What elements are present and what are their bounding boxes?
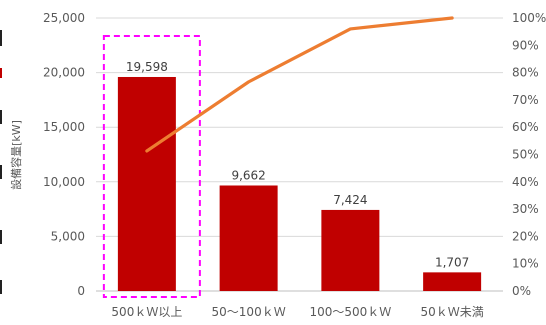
y2-tick-label: 30% — [512, 202, 539, 216]
edge-marker — [0, 30, 2, 46]
edge-marker — [0, 68, 2, 78]
x-axis: 500ｋＷ以上 50～100ｋＷ 100～500ｋＷ 50ｋＷ未満 — [111, 305, 483, 319]
data-label: 7,424 — [333, 193, 367, 207]
bar — [117, 76, 176, 291]
y2-tick-label: 80% — [512, 66, 539, 80]
y-axis-right: 0% 10% 20% 30% 40% 50% 60% 70% 80% 90% 100% — [512, 11, 546, 298]
edge-marker — [0, 280, 2, 294]
x-tick-label: 50ｋＷ未満 — [420, 305, 483, 319]
bar — [423, 272, 482, 291]
highlight-rect — [102, 35, 201, 298]
y2-tick-label: 60% — [512, 120, 539, 134]
y2-tick-label: 10% — [512, 257, 539, 271]
bar — [219, 185, 278, 291]
edge-marker — [0, 110, 2, 124]
y-tick-label: 15,000 — [43, 120, 85, 134]
x-tick-label: 100～500ｋＷ — [309, 305, 391, 319]
data-label: 1,707 — [435, 255, 469, 269]
highlight-box — [102, 35, 201, 298]
y2-tick-label: 40% — [512, 175, 539, 189]
y-axis-left: 0 5,000 10,000 15,000 20,000 25,000 — [43, 11, 85, 298]
x-tick-label: 500ｋＷ以上 — [111, 305, 182, 319]
edge-marker — [0, 230, 2, 244]
data-label: 9,662 — [231, 168, 265, 182]
y-tick-label: 10,000 — [43, 175, 85, 189]
y2-tick-label: 50% — [512, 148, 539, 162]
y2-tick-label: 70% — [512, 93, 539, 107]
data-label: 19,598 — [126, 60, 168, 74]
y2-tick-label: 20% — [512, 229, 539, 243]
y-axis-title: 設備容量[kW] — [9, 120, 23, 190]
y-tick-label: 20,000 — [43, 66, 85, 80]
data-labels: 19,598 9,662 7,424 1,707 — [126, 60, 469, 269]
bar — [321, 209, 380, 291]
y-tick-label: 25,000 — [43, 11, 85, 25]
x-tick-label: 50～100ｋＷ — [212, 305, 286, 319]
edge-marker — [0, 165, 2, 179]
y2-tick-label: 100% — [512, 11, 546, 25]
cumulative-line-path — [145, 16, 454, 153]
y2-tick-label: 0% — [512, 284, 531, 298]
cumulative-line — [145, 16, 454, 153]
y2-tick-label: 90% — [512, 38, 539, 52]
y-tick-label: 0 — [77, 284, 85, 298]
bars — [117, 76, 482, 291]
y-tick-label: 5,000 — [51, 229, 85, 243]
